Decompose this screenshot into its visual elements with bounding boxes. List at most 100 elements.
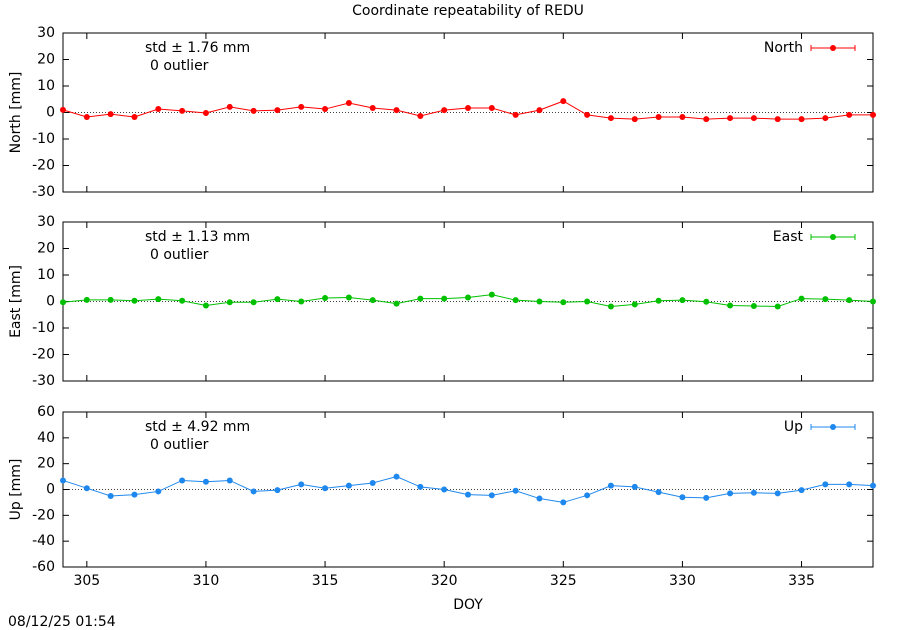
data-point: [179, 107, 186, 114]
legend-marker: [830, 424, 836, 430]
y-tick-label: -20: [32, 158, 55, 174]
data-point: [846, 111, 853, 118]
data-point: [131, 491, 138, 498]
data-point: [655, 297, 662, 304]
data-point: [202, 110, 209, 117]
x-axis-label: DOY: [453, 597, 483, 613]
y-tick-label: -30: [32, 373, 55, 389]
std-annotation: std ± 1.76 mm: [145, 40, 250, 56]
data-point: [179, 477, 186, 484]
data-point: [250, 488, 257, 495]
y-tick-label: 0: [46, 294, 55, 310]
data-point: [584, 111, 591, 118]
y-axis-label: Up [mm]: [8, 459, 24, 521]
data-point: [369, 480, 376, 487]
data-point: [822, 296, 829, 303]
data-point: [631, 301, 638, 308]
data-point: [727, 302, 734, 309]
data-point: [846, 481, 853, 488]
data-point: [655, 114, 662, 121]
outlier-annotation: 0 outlier: [150, 58, 209, 74]
data-point: [870, 111, 876, 118]
data-point: [774, 490, 781, 497]
data-point: [298, 481, 305, 488]
data-point: [488, 492, 495, 499]
data-point: [465, 491, 471, 498]
data-point: [584, 298, 591, 305]
timestamp: 08/12/25 01:54: [8, 614, 116, 630]
data-point: [226, 477, 233, 484]
data-point: [369, 297, 376, 304]
data-point: [441, 295, 448, 302]
data-point: [417, 112, 424, 119]
data-point: [345, 482, 352, 489]
data-point: [107, 296, 114, 303]
data-point: [60, 299, 66, 306]
data-point: [536, 495, 543, 502]
y-tick-label: 60: [37, 404, 55, 420]
data-point: [750, 489, 757, 496]
data-point: [750, 115, 757, 122]
legend-marker: [830, 45, 836, 51]
outlier-annotation: 0 outlier: [150, 247, 209, 263]
legend-marker: [830, 234, 836, 240]
y-tick-label: -20: [32, 347, 55, 363]
data-point: [369, 104, 376, 111]
data-point: [631, 116, 638, 123]
data-point: [83, 485, 90, 492]
data-point: [703, 116, 710, 123]
data-point: [274, 296, 281, 303]
data-point: [607, 482, 614, 489]
data-point: [536, 107, 543, 114]
data-point: [727, 490, 734, 497]
data-point: [393, 473, 400, 480]
data-point: [155, 296, 162, 303]
data-point: [345, 99, 352, 106]
data-point: [465, 294, 471, 301]
data-point: [393, 107, 400, 114]
data-point: [322, 295, 329, 302]
data-point: [488, 104, 495, 111]
data-point: [536, 298, 543, 305]
data-point: [727, 115, 734, 122]
data-point: [298, 298, 305, 305]
data-point: [512, 487, 519, 494]
y-tick-label: 10: [37, 267, 55, 283]
y-tick-label: -60: [32, 559, 55, 575]
data-point: [155, 488, 162, 495]
data-point: [465, 104, 471, 111]
y-tick-label: -20: [32, 507, 55, 523]
data-point: [607, 303, 614, 310]
data-point: [750, 303, 757, 310]
data-point: [83, 296, 90, 303]
y-tick-label: 20: [37, 456, 55, 472]
data-point: [846, 297, 853, 304]
plot-frame: [62, 411, 874, 568]
data-point: [179, 297, 186, 304]
data-point: [250, 299, 257, 306]
data-point: [131, 297, 138, 304]
data-point: [202, 302, 209, 309]
chart-title: Coordinate repeatability of REDU: [352, 3, 584, 19]
data-point: [322, 485, 329, 492]
legend-label: Up: [784, 419, 803, 435]
data-point: [274, 107, 281, 114]
data-point: [655, 489, 662, 496]
data-point: [107, 111, 114, 118]
data-point: [560, 299, 567, 306]
data-point: [870, 482, 876, 489]
std-annotation: std ± 4.92 mm: [145, 419, 250, 435]
data-point: [798, 116, 805, 123]
data-point: [250, 107, 257, 114]
y-tick-label: -10: [32, 131, 55, 147]
x-tick-label: 315: [312, 573, 339, 589]
data-point: [417, 483, 424, 490]
legend-label: North: [764, 40, 803, 56]
data-point: [822, 481, 829, 488]
data-point: [131, 114, 138, 121]
data-point: [202, 478, 209, 485]
data-point: [274, 487, 281, 494]
data-point: [584, 492, 591, 499]
data-point: [417, 295, 424, 302]
